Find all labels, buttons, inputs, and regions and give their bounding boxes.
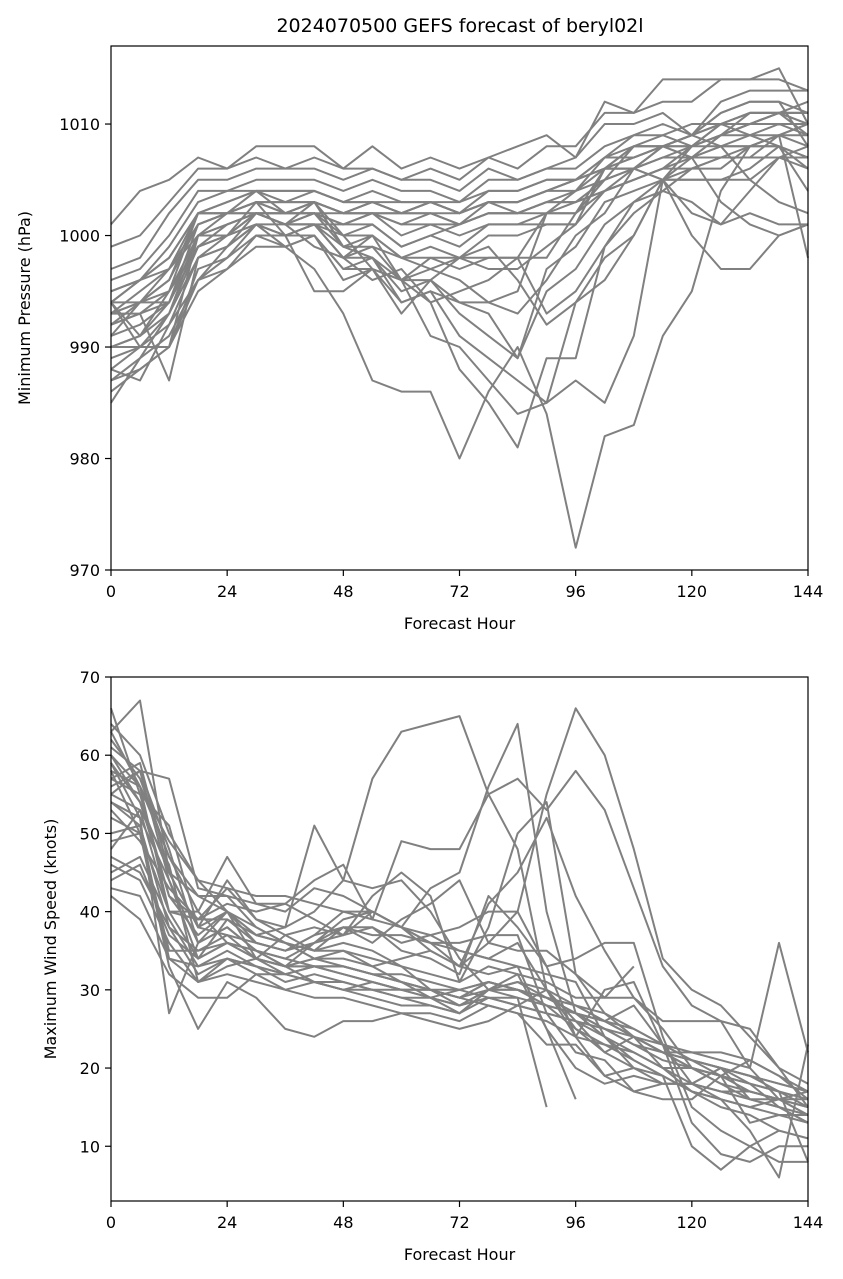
- wind-x-tick-label: 96: [565, 1213, 585, 1232]
- wind-y-tick-label: 60: [80, 746, 100, 765]
- pressure-x-tick-label: 120: [677, 582, 708, 601]
- wind-chart: 0 24 48 72 96 120 144 10 20 30 40 50 60 70 Forecast …: [41, 668, 823, 1264]
- pressure-x-ticks: 0 24 48 72 96 120 144: [106, 570, 823, 601]
- wind-y-axis-label: Maximum Wind Speed (knots): [41, 819, 60, 1060]
- wind-x-tick-label: 48: [333, 1213, 353, 1232]
- pressure-y-tick-label: 970: [69, 561, 100, 580]
- wind-x-tick-label: 0: [106, 1213, 116, 1232]
- wind-x-tick-label: 72: [449, 1213, 469, 1232]
- pressure-member-line: [110, 189, 808, 382]
- wind-y-tick-label: 40: [80, 903, 100, 922]
- pressure-member-line: [110, 156, 808, 337]
- pressure-member-line: [110, 145, 809, 315]
- wind-x-tick-label: 120: [677, 1213, 708, 1232]
- pressure-y-tick-label: 990: [69, 338, 100, 357]
- wind-member-line: [110, 895, 809, 1124]
- wind-member-line: [110, 801, 809, 1116]
- wind-y-tick-label: 30: [80, 981, 100, 1000]
- pressure-y-tick-label: 1010: [59, 115, 100, 134]
- wind-member-line: [110, 731, 548, 1108]
- wind-y-tick-label: 10: [80, 1137, 100, 1156]
- chart-title: 2024070500 GEFS forecast of beryl02l: [276, 15, 643, 37]
- wind-y-tick-label: 20: [80, 1059, 100, 1078]
- wind-member-line: [110, 762, 808, 1124]
- pressure-y-tick-label: 1000: [59, 227, 100, 246]
- wind-member-line: [110, 824, 809, 1163]
- wind-x-tick-label: 144: [793, 1213, 824, 1232]
- wind-x-axis-label: Forecast Hour: [404, 1245, 516, 1264]
- wind-y-tick-label: 50: [80, 824, 100, 843]
- pressure-member-line: [110, 123, 809, 360]
- pressure-x-tick-label: 48: [333, 582, 353, 601]
- wind-member-line: [110, 754, 809, 1108]
- pressure-member-line: [110, 156, 809, 348]
- pressure-member-line: [110, 78, 809, 248]
- pressure-x-tick-label: 0: [106, 582, 116, 601]
- wind-y-tick-label: 70: [80, 668, 100, 687]
- wind-plot-frame: [110, 676, 809, 1202]
- wind-member-line: [110, 770, 808, 1163]
- pressure-member-line: [110, 100, 809, 382]
- wind-y-ticks: 10 20 30 40 50 60 70: [80, 668, 111, 1156]
- pressure-chart: 0 24 48 72 96 120 144 970 980 990 1000 1010 Foreca…: [15, 45, 823, 633]
- pressure-x-tick-label: 144: [793, 582, 824, 601]
- pressure-y-ticks: 970 980 990 1000 1010: [59, 115, 111, 580]
- wind-x-ticks: 0 24 48 72 96 120 144: [106, 1201, 823, 1232]
- wind-member-line: [110, 770, 809, 1109]
- pressure-member-line: [110, 123, 809, 549]
- pressure-x-tick-label: 96: [565, 582, 585, 601]
- wind-member-line: [110, 863, 809, 1109]
- pressure-x-tick-label: 24: [217, 582, 237, 601]
- wind-lines: [110, 699, 809, 1179]
- wind-member-line: [110, 707, 809, 1124]
- pressure-lines: [110, 67, 809, 549]
- pressure-y-axis-label: Minimum Pressure (hPa): [15, 211, 34, 405]
- wind-x-tick-label: 24: [217, 1213, 237, 1232]
- wind-member-line: [110, 777, 577, 1100]
- pressure-member-line: [110, 134, 808, 348]
- pressure-x-axis-label: Forecast Hour: [404, 614, 516, 633]
- pressure-x-tick-label: 72: [449, 582, 469, 601]
- pressure-y-tick-label: 980: [69, 450, 100, 469]
